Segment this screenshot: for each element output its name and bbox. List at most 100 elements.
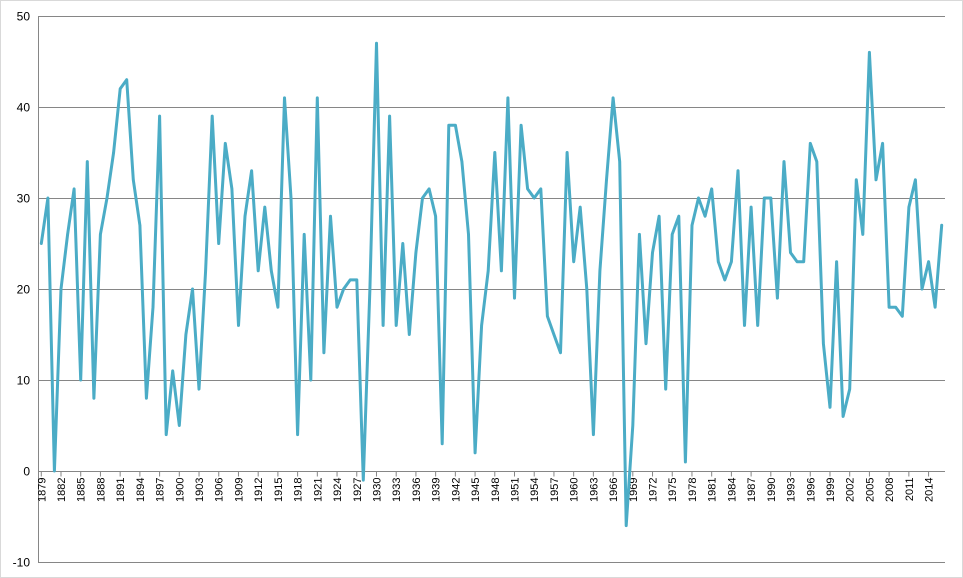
data-point: [940, 224, 943, 227]
x-tick-label: 1966: [608, 478, 620, 502]
data-point: [506, 96, 510, 100]
data-point: [53, 469, 56, 473]
data-point: [795, 260, 799, 263]
data-point: [585, 287, 588, 291]
data-point: [375, 42, 378, 45]
data-point: [197, 387, 201, 391]
x-tick-label: 1963: [588, 478, 600, 502]
data-point: [933, 306, 937, 309]
axes: [38, 16, 945, 562]
data-point: [99, 233, 102, 236]
data-point: [500, 269, 503, 272]
x-tick-label: 1996: [805, 478, 817, 502]
data-point: [329, 215, 332, 218]
data-point: [145, 397, 148, 400]
data-point: [835, 260, 838, 263]
data-point: [920, 287, 924, 291]
x-tick-label: 2002: [845, 478, 857, 502]
data-point: [191, 287, 194, 291]
data-point: [441, 442, 444, 445]
data-point: [66, 233, 69, 236]
x-tick-label: 1978: [687, 478, 699, 502]
data-point: [743, 324, 746, 327]
data-point: [592, 433, 595, 436]
data-point: [644, 342, 648, 345]
x-tick-label: 1945: [470, 478, 482, 502]
x-tick-label: 1927: [352, 478, 364, 502]
data-point: [349, 278, 352, 282]
data-point: [335, 306, 339, 309]
data-point: [79, 378, 82, 382]
data-point: [546, 315, 549, 318]
x-tick-label: 1912: [253, 478, 265, 502]
data-point: [454, 124, 457, 127]
data-point: [927, 260, 930, 263]
data-point: [881, 142, 884, 145]
data-point: [684, 460, 687, 464]
data-point: [789, 251, 792, 254]
data-point: [119, 87, 122, 91]
data-point: [125, 78, 128, 81]
x-tick-label: 1954: [529, 478, 541, 502]
data-point: [828, 406, 832, 409]
data-point: [559, 351, 562, 354]
x-tick-label: 1936: [411, 478, 423, 502]
data-point: [230, 187, 234, 191]
x-tick-label: 1981: [707, 478, 719, 502]
y-tick-label: -10: [13, 556, 31, 570]
data-point: [710, 187, 713, 191]
data-point: [303, 233, 306, 236]
data-point: [59, 287, 63, 291]
data-point: [861, 233, 864, 236]
data-point: [151, 306, 155, 309]
data-point: [749, 205, 753, 209]
data-point: [855, 178, 858, 181]
data-point: [355, 278, 358, 282]
data-point: [165, 433, 168, 436]
data-point: [579, 205, 582, 209]
data-point: [763, 196, 766, 200]
x-tick-label: 1942: [450, 478, 462, 502]
data-point: [730, 260, 733, 263]
data-point: [204, 269, 207, 272]
y-tick-label: 0: [23, 465, 30, 479]
data-point: [526, 187, 529, 191]
x-tick-label: 1987: [746, 478, 758, 502]
data-point: [802, 260, 805, 263]
data-point: [283, 96, 286, 100]
data-point: [138, 224, 142, 227]
data-point: [723, 278, 726, 282]
data-point: [572, 260, 575, 263]
data-point: [677, 215, 680, 218]
data-point: [717, 260, 720, 263]
data-point: [342, 287, 345, 291]
x-tick-label: 1975: [667, 478, 679, 502]
data-point: [289, 196, 293, 200]
x-tick-label: 1930: [371, 478, 383, 502]
x-tick-label: 1960: [569, 478, 581, 502]
data-point: [434, 215, 437, 218]
data-point: [815, 160, 818, 163]
data-point: [868, 51, 871, 54]
data-point: [184, 333, 188, 336]
data-point: [460, 160, 464, 163]
x-tick-label: 1921: [312, 478, 324, 502]
x-tick-label: 1906: [214, 478, 226, 502]
data-point: [611, 96, 615, 100]
data-point: [638, 233, 641, 236]
data-point: [690, 224, 694, 227]
y-tick-label: 50: [17, 10, 31, 24]
data-point: [46, 196, 50, 200]
data-point: [178, 424, 181, 427]
data-point: [132, 178, 135, 181]
data-point: [427, 187, 431, 191]
data-point: [401, 242, 404, 245]
x-tick-label: 1891: [115, 478, 127, 502]
data-point: [605, 178, 608, 181]
data-point: [322, 351, 326, 354]
data-point: [40, 242, 43, 245]
data-point: [381, 324, 385, 327]
data-point: [625, 524, 628, 527]
x-tick-label: 1990: [766, 478, 778, 502]
data-point: [224, 142, 227, 145]
